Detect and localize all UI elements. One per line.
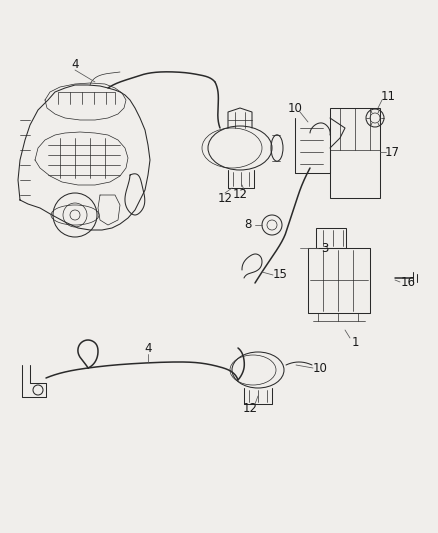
Text: 15: 15 — [272, 269, 287, 281]
Text: 12: 12 — [218, 191, 233, 205]
Text: 12: 12 — [243, 401, 258, 415]
Text: 17: 17 — [385, 146, 399, 158]
Text: 8: 8 — [244, 219, 252, 231]
Bar — [316, 228, 346, 248]
Text: 12: 12 — [233, 189, 247, 201]
Text: 1: 1 — [351, 335, 359, 349]
Text: 4: 4 — [144, 342, 152, 354]
Text: 16: 16 — [400, 276, 416, 288]
Text: 10: 10 — [288, 101, 302, 115]
Text: 10: 10 — [313, 361, 328, 375]
Text: 4: 4 — [71, 59, 79, 71]
Text: 3: 3 — [321, 241, 328, 254]
Bar — [330, 108, 380, 198]
Text: 11: 11 — [381, 90, 396, 102]
